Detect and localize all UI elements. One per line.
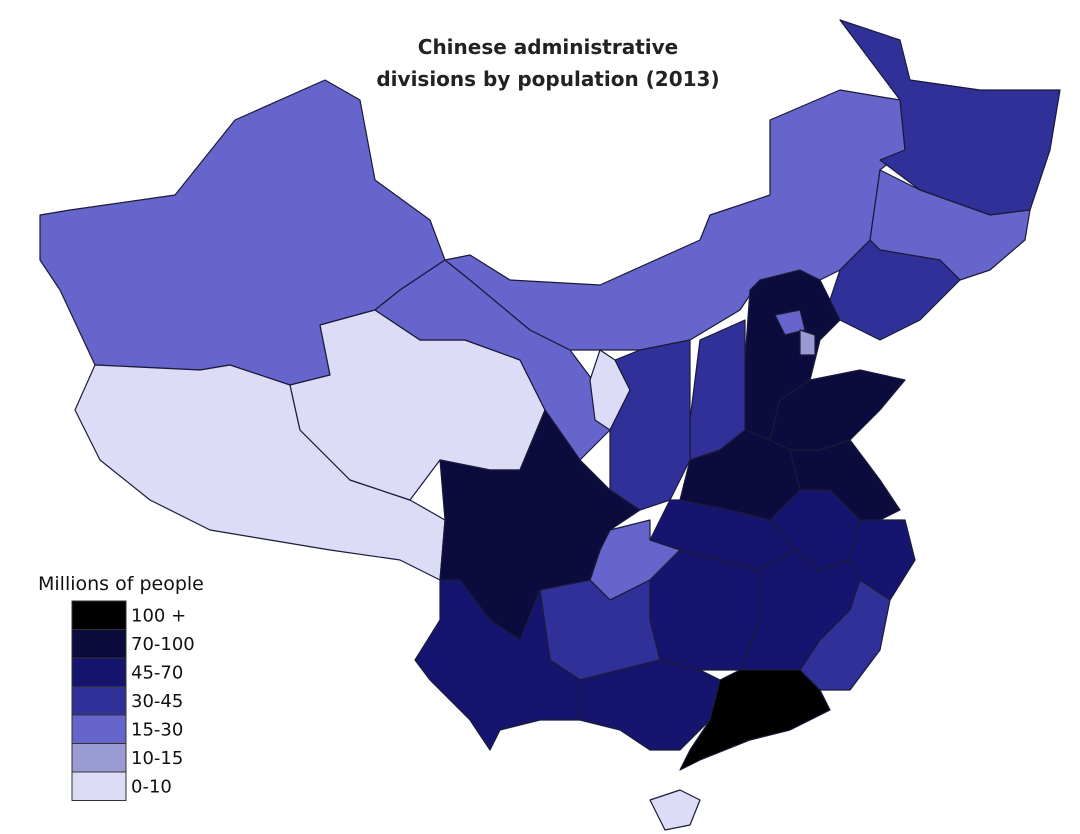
province — [649, 549, 761, 671]
title: Chinese administrative — [418, 35, 678, 59]
title: divisions by population (2013) — [376, 67, 719, 91]
provinces — [39, 19, 1061, 831]
legend-swatch — [71, 657, 127, 687]
province — [799, 329, 816, 356]
legend-swatch — [71, 743, 127, 773]
legend-label: 30-45 — [131, 691, 183, 712]
province — [774, 309, 806, 336]
province — [609, 339, 691, 511]
province — [799, 579, 891, 691]
legend-label: 0-10 — [131, 776, 172, 797]
legend-swatch — [71, 686, 127, 716]
province — [414, 579, 581, 751]
legend-label: 70-100 — [131, 634, 195, 655]
province — [649, 789, 701, 831]
legend-label: 10-15 — [131, 748, 183, 769]
province — [829, 239, 961, 341]
legend-swatch — [71, 714, 127, 744]
legend: 100 + 70-100 45-70 30-45 15-30 10-15 0-10 — [71, 600, 195, 801]
province — [679, 669, 831, 771]
legend-label: 100 + — [131, 605, 186, 626]
legend-swatch — [71, 600, 127, 630]
legend-swatch — [71, 771, 127, 801]
legend-title: Millions of people — [38, 573, 204, 595]
legend-swatch — [71, 629, 127, 659]
legend-label: 15-30 — [131, 719, 183, 740]
legend-label: 45-70 — [131, 662, 183, 683]
